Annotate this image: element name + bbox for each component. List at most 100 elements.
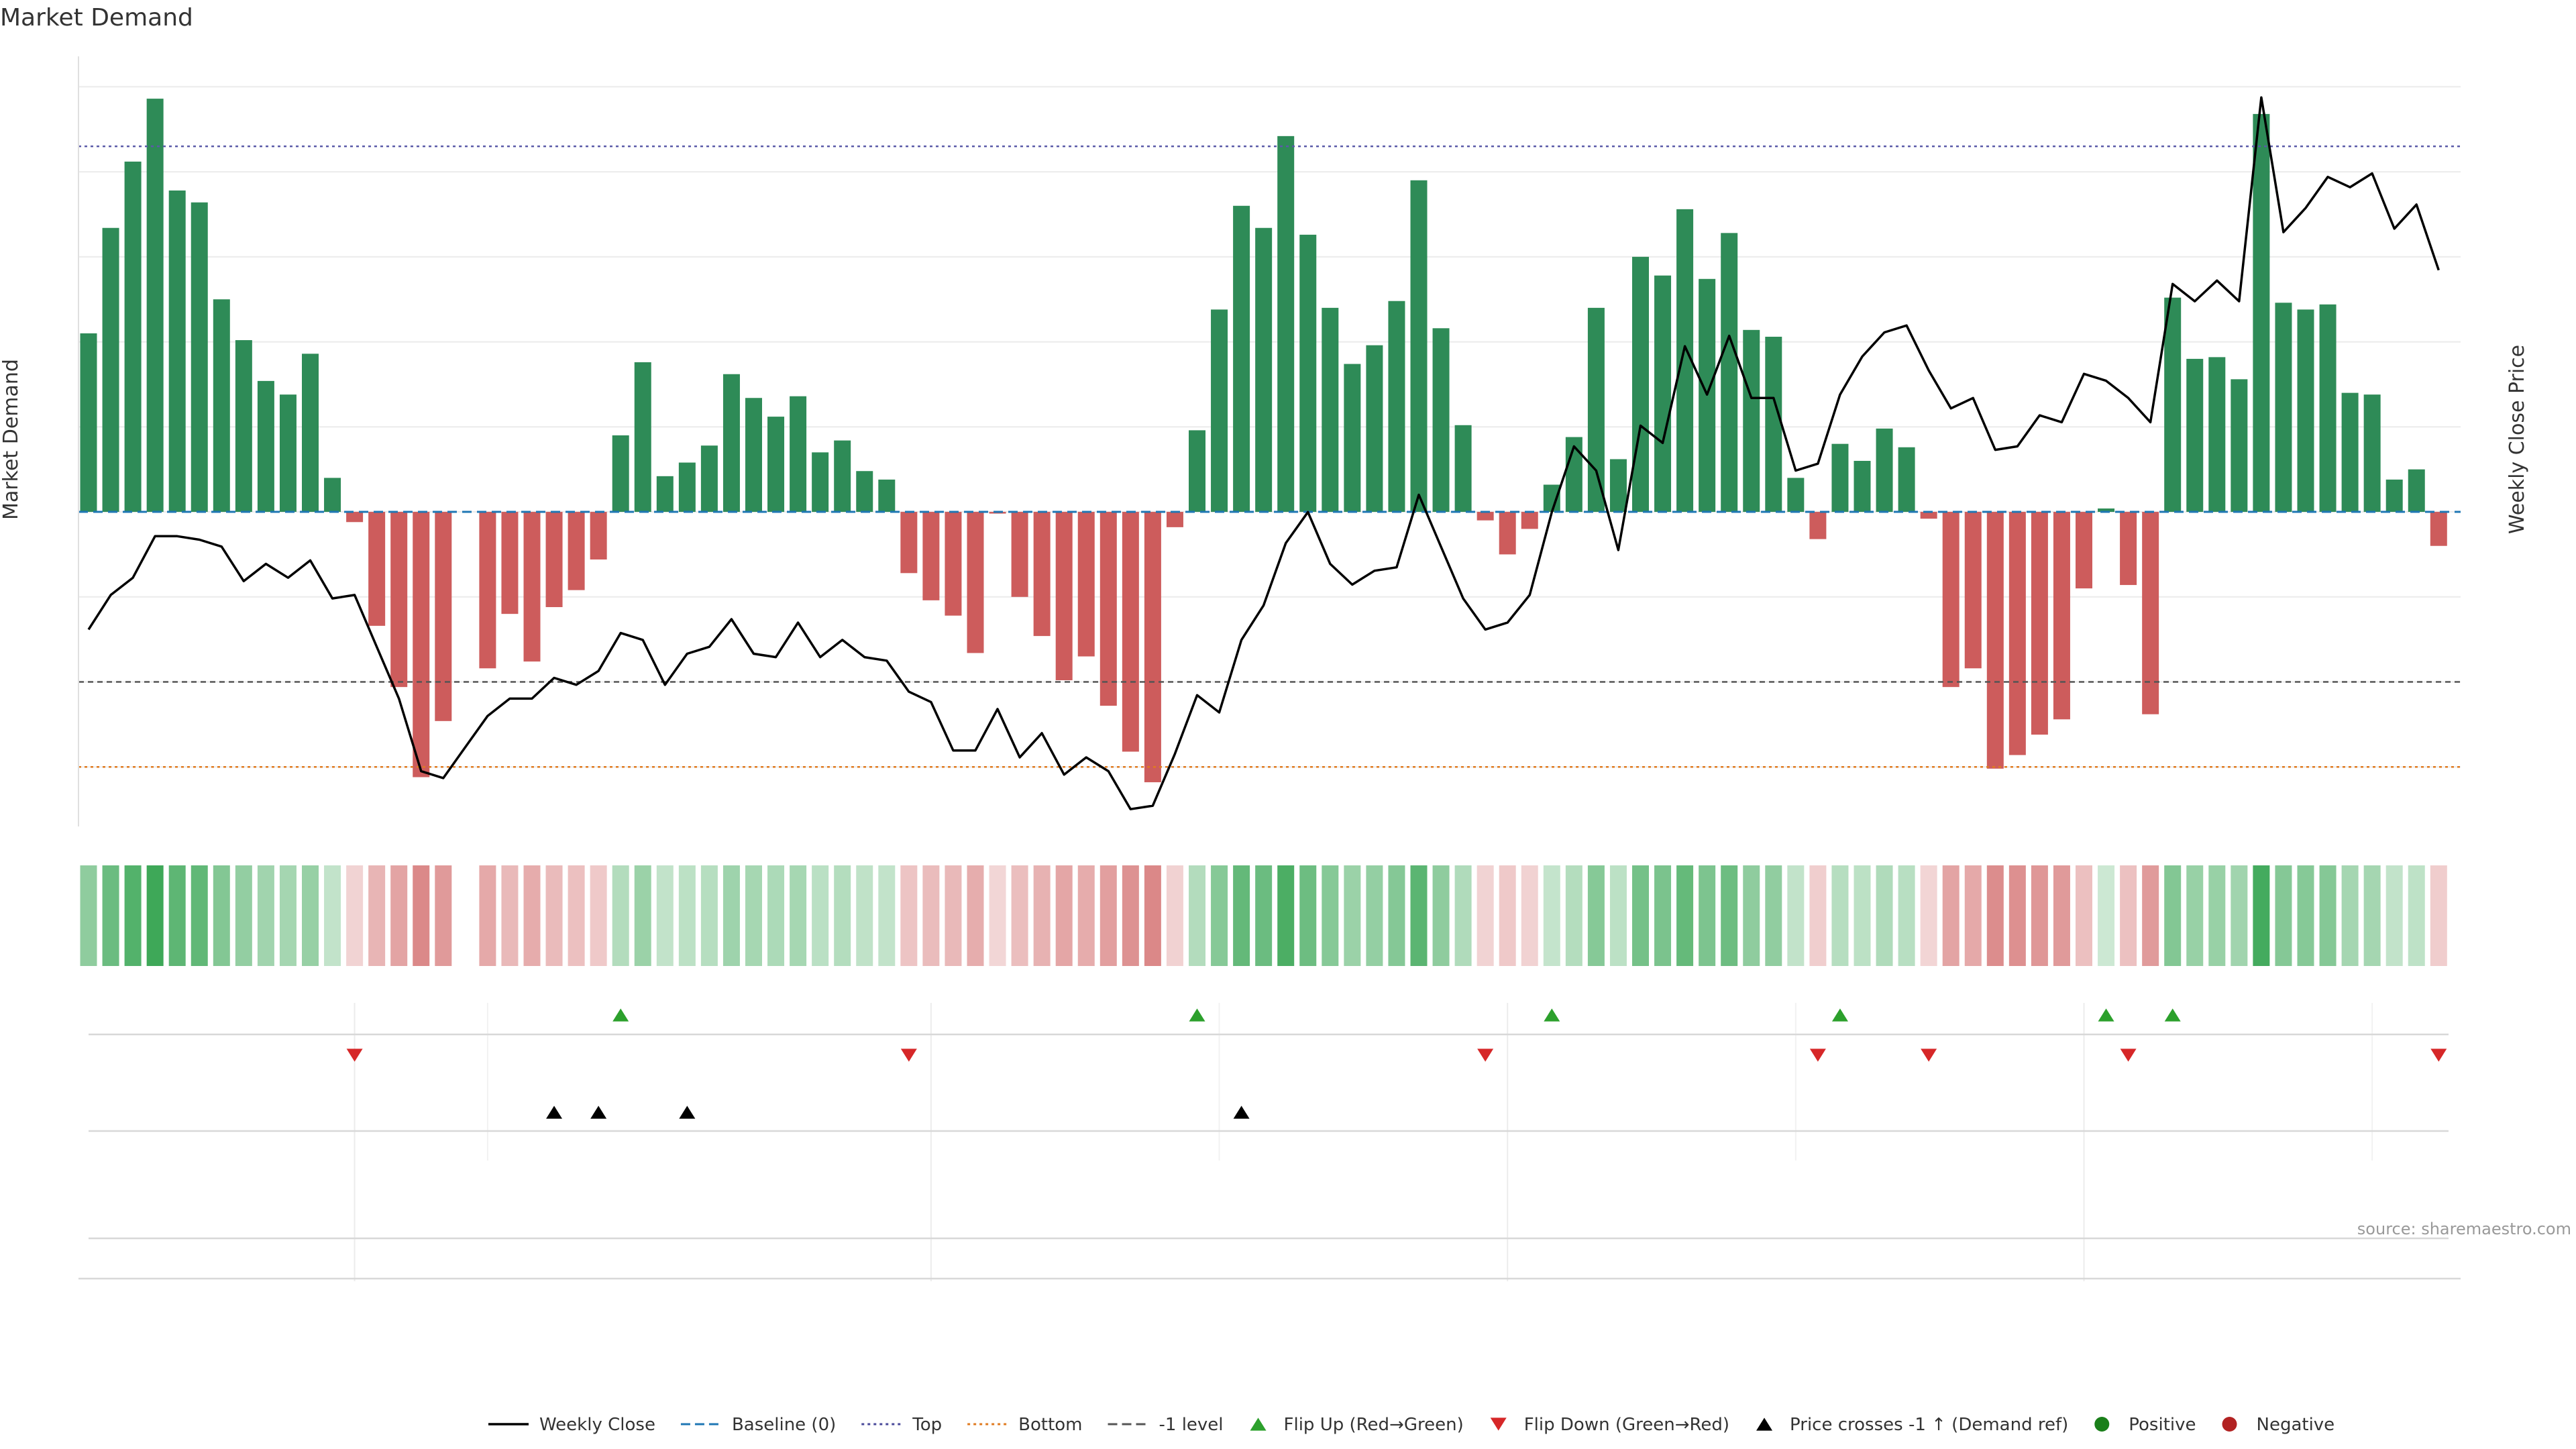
demand-bar-negative	[1964, 512, 1982, 669]
demand-bar-positive	[1299, 234, 1317, 513]
heat-cell-positive	[678, 865, 696, 966]
demand-bar-negative	[1809, 512, 1827, 539]
legend-label: Flip Up (Red→Green)	[1284, 1415, 1464, 1435]
demand-bar-positive	[1587, 307, 1605, 513]
flip-up-marker	[2098, 1008, 2114, 1022]
heat-cell-positive	[1233, 865, 1250, 966]
legend-swatch	[1490, 1417, 1507, 1431]
heat-cell-positive	[634, 865, 651, 966]
demand-bar-positive	[102, 227, 119, 513]
heat-cell-negative	[1077, 865, 1095, 966]
demand-bar-positive	[1787, 478, 1805, 513]
demand-bar-positive	[1898, 447, 1915, 513]
demand-bar-positive	[1743, 329, 1760, 513]
legend-label: Bottom	[1018, 1415, 1082, 1435]
heat-cell-positive	[146, 865, 164, 966]
heat-cell-positive	[1299, 865, 1317, 966]
legend-label: Top	[912, 1415, 942, 1435]
heat-cell-positive	[1765, 865, 1782, 966]
demand-bar-positive	[634, 362, 651, 513]
heat-cell-positive	[1189, 865, 1205, 966]
demand-bar-positive	[1876, 428, 1893, 513]
heat-cell-negative	[2430, 865, 2447, 966]
heat-cell-positive	[2385, 865, 2403, 966]
heat-cell-positive	[1211, 865, 1228, 966]
heat-cell-positive	[812, 865, 829, 966]
heat-cell-negative	[2120, 865, 2137, 966]
heat-cell-positive	[2186, 865, 2204, 966]
demand-bar-positive	[1609, 459, 1627, 513]
heat-cell-negative	[1122, 865, 1139, 966]
heat-cell-negative	[1033, 865, 1051, 966]
demand-bar-positive	[856, 471, 873, 513]
weekly-close-line	[87, 96, 2440, 810]
demand-bar-positive	[1831, 443, 1849, 513]
demand-bar-negative	[523, 512, 541, 662]
demand-bar-positive	[1233, 205, 1250, 513]
heat-cell-positive	[1721, 865, 1738, 966]
demand-bar-positive	[700, 445, 718, 513]
heat-cell-negative	[501, 865, 519, 966]
heat-cell-negative	[390, 865, 408, 966]
heat-cell-negative	[945, 865, 962, 966]
heat-cell-negative	[1809, 865, 1827, 966]
heat-cell-negative	[2008, 865, 2026, 966]
heat-cell-positive	[2363, 865, 2381, 966]
demand-bar-positive	[745, 398, 762, 513]
demand-bar-negative	[2142, 512, 2159, 714]
demand-bar-positive	[168, 190, 186, 513]
flip-down-marker	[2120, 1049, 2137, 1062]
demand-bar-positive	[2319, 304, 2337, 513]
y-axis-label: Market Demand	[0, 359, 23, 520]
demand-bar-negative	[900, 512, 918, 574]
heat-cell-positive	[767, 865, 785, 966]
heat-cell-positive	[878, 865, 896, 966]
demand-bar-negative	[590, 512, 607, 560]
flip-down-marker	[1921, 1049, 1937, 1062]
y2-axis-label: Weekly Close Price	[2506, 345, 2529, 534]
demand-bar-positive	[656, 476, 674, 513]
legend-swatch	[1756, 1417, 1773, 1431]
demand-bar-positive	[1255, 227, 1273, 513]
price-cross-marker	[1233, 1106, 1250, 1119]
legend-label: Weekly Close	[539, 1415, 655, 1435]
demand-bar-positive	[80, 333, 97, 513]
flip-up-marker	[1544, 1008, 1560, 1022]
demand-bar-positive	[790, 396, 807, 513]
heat-cell-positive	[279, 865, 297, 966]
flip-up-marker	[1189, 1008, 1205, 1022]
demand-bar-positive	[2297, 309, 2314, 513]
demand-bar-positive	[1654, 275, 1672, 513]
heat-cell-positive	[2341, 865, 2359, 966]
heat-cell-positive	[324, 865, 341, 966]
heat-cell-negative	[2076, 865, 2092, 966]
heat-cell-positive	[213, 865, 230, 966]
demand-bar-positive	[2385, 479, 2403, 513]
heat-cell-positive	[2231, 865, 2248, 966]
heat-cell-negative	[523, 865, 541, 966]
demand-bar-negative	[1986, 512, 2004, 769]
demand-bar-negative	[545, 512, 563, 608]
legend-label: Flip Down (Green→Red)	[1524, 1415, 1729, 1435]
demand-bar-positive	[2231, 379, 2248, 513]
heat-cell-negative	[922, 865, 940, 966]
demand-bar-positive	[257, 380, 274, 513]
source-note: source: sharemaestro.com	[2357, 1220, 2571, 1238]
demand-bar-positive	[1432, 328, 1450, 513]
demand-bar-positive	[2275, 303, 2292, 513]
demand-bar-positive	[324, 478, 341, 513]
heat-cell-positive	[1743, 865, 1760, 966]
demand-bar-positive	[1632, 256, 1649, 513]
demand-bar-positive	[2098, 508, 2115, 513]
demand-bar-positive	[1388, 301, 1405, 513]
demand-bar-positive	[235, 340, 252, 513]
legend-label: Baseline (0)	[732, 1415, 836, 1435]
heat-cell-negative	[2142, 865, 2159, 966]
demand-bar-negative	[1144, 512, 1161, 783]
heat-cell-positive	[235, 865, 252, 966]
heat-cell-positive	[124, 865, 142, 966]
heat-cell-positive	[1366, 865, 1383, 966]
demand-bar-negative	[1920, 512, 1937, 519]
demand-bar-negative	[2008, 512, 2026, 755]
heat-cell-negative	[435, 865, 452, 966]
